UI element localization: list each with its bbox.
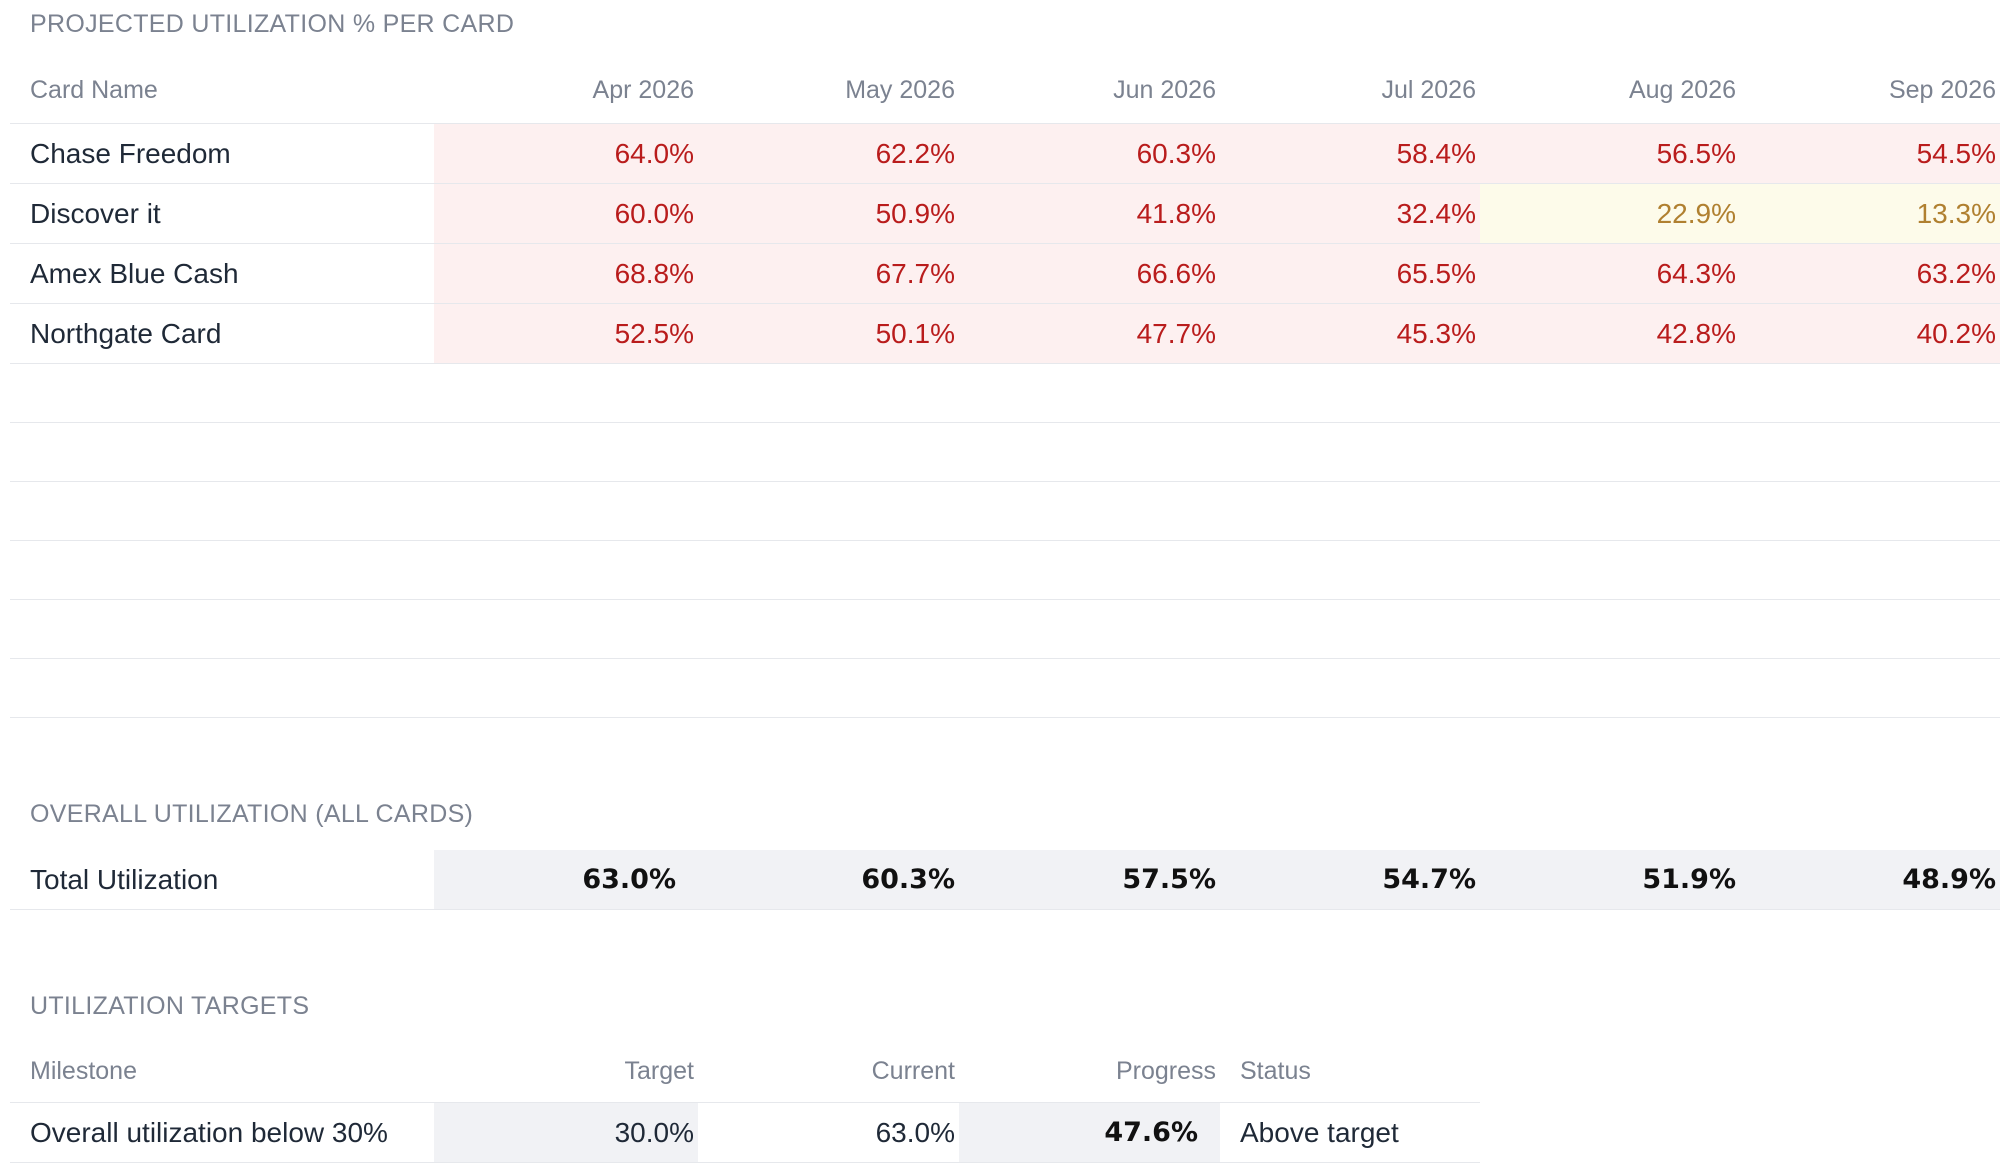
projection-table: Card Name Apr 2026 May 2026 Jun 2026 Jul… [10, 57, 2000, 718]
util-cell: 68.8% [434, 243, 698, 304]
overall-table: Total Utilization 63.0% 60.3% 57.5% 54.7… [10, 850, 2000, 910]
util-cell: 42.8% [1480, 303, 1740, 364]
util-cell: 60.0% [434, 183, 698, 244]
util-cell: 62.2% [698, 123, 959, 184]
current-cell: 63.0% [698, 1102, 959, 1163]
total-util-cell: 54.7% [1220, 850, 1480, 910]
empty-row [10, 422, 2000, 482]
util-cell: 41.8% [959, 183, 1220, 244]
util-cell: 47.7% [959, 303, 1220, 364]
util-cell: 50.9% [698, 183, 959, 244]
total-util-cell: 48.9% [1740, 850, 2000, 910]
util-cell: 40.2% [1740, 303, 2000, 364]
util-cell: 56.5% [1480, 123, 1740, 184]
total-util-cell: 63.0% [434, 850, 698, 910]
header-milestone: Milestone [10, 1040, 434, 1103]
header-jun-2026: Jun 2026 [959, 57, 1220, 124]
table-row: Discover it 60.0% 50.9% 41.8% 32.4% 22.9… [10, 183, 2000, 244]
total-utilization-label: Total Utilization [10, 850, 434, 910]
util-cell: 45.3% [1220, 303, 1480, 364]
card-name-cell: Discover it [10, 183, 434, 244]
empty-row [10, 540, 2000, 600]
header-progress: Progress [959, 1040, 1220, 1103]
util-cell: 54.5% [1740, 123, 2000, 184]
util-cell: 64.3% [1480, 243, 1740, 304]
header-aug-2026: Aug 2026 [1480, 57, 1740, 124]
empty-row [10, 658, 2000, 718]
header-apr-2026: Apr 2026 [434, 57, 698, 124]
progress-cell: 47.6% [959, 1102, 1220, 1163]
status-cell: Above target [1220, 1102, 1480, 1163]
util-cell: 50.1% [698, 303, 959, 364]
util-cell: 66.6% [959, 243, 1220, 304]
header-jul-2026: Jul 2026 [1220, 57, 1480, 124]
util-cell: 65.5% [1220, 243, 1480, 304]
util-cell: 32.4% [1220, 183, 1480, 244]
util-cell: 63.2% [1740, 243, 2000, 304]
empty-row [10, 599, 2000, 659]
total-util-cell: 60.3% [698, 850, 959, 910]
total-util-cell: 57.5% [959, 850, 1220, 910]
table-row: Amex Blue Cash 68.8% 67.7% 66.6% 65.5% 6… [10, 243, 2000, 304]
header-target: Target [434, 1040, 698, 1103]
total-utilization-row: Total Utilization 63.0% 60.3% 57.5% 54.7… [10, 850, 2000, 910]
target-cell: 30.0% [434, 1102, 698, 1163]
util-cell: 60.3% [959, 123, 1220, 184]
empty-row [10, 363, 2000, 423]
util-cell: 13.3% [1740, 183, 2000, 244]
milestone-cell: Overall utilization below 30% [10, 1102, 434, 1163]
targets-header-row: Milestone Target Current Progress Status [10, 1040, 1480, 1103]
util-cell: 58.4% [1220, 123, 1480, 184]
card-name-cell: Chase Freedom [10, 123, 434, 184]
card-name-cell: Northgate Card [10, 303, 434, 364]
util-cell: 52.5% [434, 303, 698, 364]
overall-section-title: OVERALL UTILIZATION (ALL CARDS) [30, 800, 474, 828]
projection-section-title: PROJECTED UTILIZATION % PER CARD [30, 10, 515, 38]
util-cell: 22.9% [1480, 183, 1740, 244]
targets-section-title: UTILIZATION TARGETS [30, 992, 310, 1020]
header-current: Current [698, 1040, 959, 1103]
util-cell: 64.0% [434, 123, 698, 184]
targets-table: Milestone Target Current Progress Status… [10, 1040, 1480, 1163]
table-row: Chase Freedom 64.0% 62.2% 60.3% 58.4% 56… [10, 123, 2000, 184]
header-sep-2026: Sep 2026 [1740, 57, 2000, 124]
header-card-name: Card Name [10, 57, 434, 124]
projection-header-row: Card Name Apr 2026 May 2026 Jun 2026 Jul… [10, 57, 2000, 124]
card-name-cell: Amex Blue Cash [10, 243, 434, 304]
header-status: Status [1220, 1040, 1480, 1103]
total-util-cell: 51.9% [1480, 850, 1740, 910]
table-row: Northgate Card 52.5% 50.1% 47.7% 45.3% 4… [10, 303, 2000, 364]
table-row: Overall utilization below 30% 30.0% 63.0… [10, 1102, 1480, 1163]
header-may-2026: May 2026 [698, 57, 959, 124]
empty-row [10, 481, 2000, 541]
util-cell: 67.7% [698, 243, 959, 304]
